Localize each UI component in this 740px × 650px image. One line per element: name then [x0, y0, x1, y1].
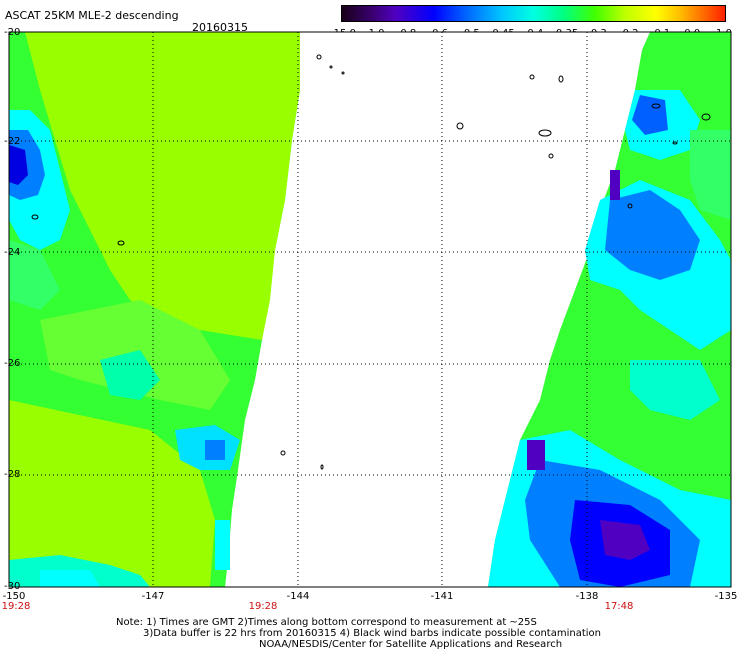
x-label-1: -150	[2, 591, 26, 602]
left-swath	[9, 32, 300, 587]
contamination-markers	[31, 54, 711, 470]
note-line-2: 3)Data buffer is 22 hrs from 20160315 4)…	[143, 628, 601, 639]
note-line-1: Note: 1) Times are GMT 2)Times along bot…	[116, 617, 537, 628]
y-label-6: -30	[4, 581, 21, 592]
time-label-3: 17:48	[604, 601, 634, 612]
colorbar	[341, 5, 726, 22]
x-label-3: -144	[286, 591, 310, 602]
note-line-3: NOAA/NESDIS/Center for Satellite Applica…	[259, 639, 563, 650]
y-label-2: -22	[4, 136, 21, 147]
y-label-3: -24	[4, 247, 21, 258]
time-label-1: 19:28	[1, 601, 31, 612]
map-date: 20160315	[192, 21, 248, 34]
map-title: ASCAT 25KM MLE-2 descending	[5, 9, 179, 22]
y-label-5: -28	[4, 469, 21, 480]
y-label-1: -20	[4, 27, 21, 38]
x-label-4: -141	[430, 591, 454, 602]
x-label-2: -147	[141, 591, 165, 602]
plot-frame	[8, 31, 732, 588]
right-swath	[488, 32, 731, 587]
x-label-5: -138	[575, 591, 599, 602]
y-label-4: -26	[4, 358, 21, 369]
grid-lines	[9, 32, 731, 587]
time-label-2: 19:28	[248, 601, 278, 612]
x-label-6: -135	[714, 591, 738, 602]
